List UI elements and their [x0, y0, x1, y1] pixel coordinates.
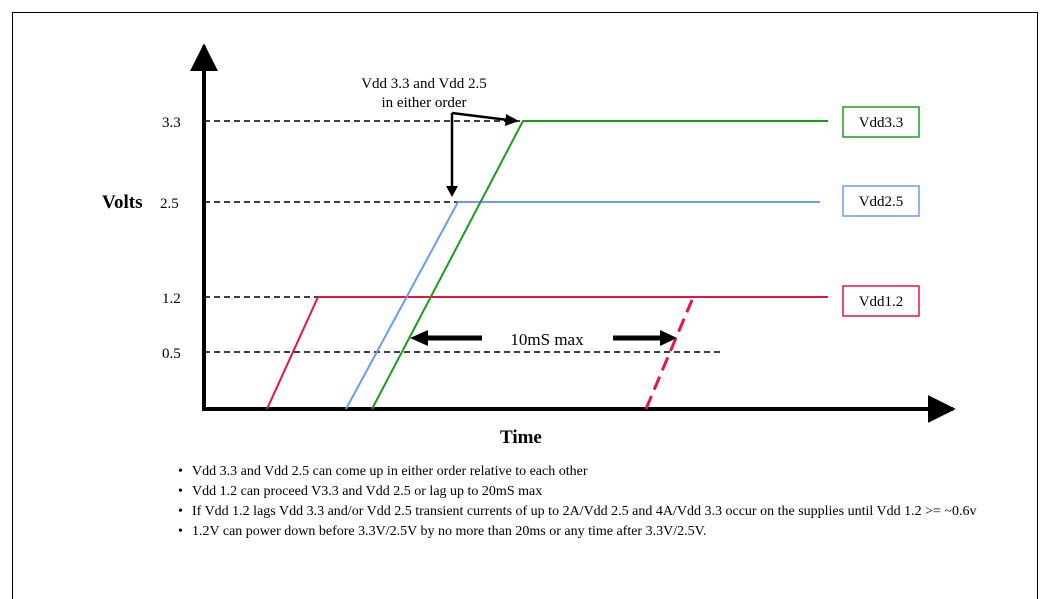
note-item: 1.2V can power down before 3.3V/2.5V by … [178, 523, 992, 541]
max-delay-label: 10mS max [510, 330, 584, 349]
vdd1.2-late-trace [644, 299, 694, 410]
y-axis-label: Volts [102, 192, 142, 213]
order-annotation-line2: in either order [382, 95, 467, 111]
legend-label-vdd3.3: Vdd3.3 [859, 115, 904, 131]
legend-vdd3.3: Vdd3.3 [842, 106, 920, 138]
legend-label-vdd1.2: Vdd1.2 [859, 294, 904, 310]
legend-label-vdd2.5: Vdd2.5 [859, 194, 904, 210]
y-tick-1.2: 1.2 [162, 291, 181, 307]
vdd3.3-trace [371, 120, 828, 410]
note-item: If Vdd 1.2 lags Vdd 3.3 and/or Vdd 2.5 t… [178, 503, 992, 521]
note-item: Vdd 3.3 and Vdd 2.5 can come up in eithe… [178, 463, 992, 481]
note-item: Vdd 1.2 can proceed V3.3 and Vdd 2.5 or … [178, 483, 992, 501]
x-axis-label: Time [500, 427, 542, 448]
legend-vdd2.5: Vdd2.5 [842, 185, 920, 217]
figure-frame [12, 12, 1038, 599]
y-tick-0.5: 0.5 [162, 346, 181, 362]
max-delay-arrow [410, 330, 677, 346]
vdd2.5-trace [345, 201, 820, 410]
y-tick-3.3: 3.3 [162, 115, 181, 131]
order-annotation-line1: Vdd 3.3 and Vdd 2.5 [361, 76, 487, 92]
y-tick-2.5: 2.5 [160, 196, 179, 212]
notes-list: Vdd 3.3 and Vdd 2.5 can come up in eithe… [178, 463, 992, 541]
order-arrows [446, 111, 519, 197]
legend-vdd1.2: Vdd1.2 [842, 285, 920, 317]
vdd1.2-trace [266, 296, 828, 410]
